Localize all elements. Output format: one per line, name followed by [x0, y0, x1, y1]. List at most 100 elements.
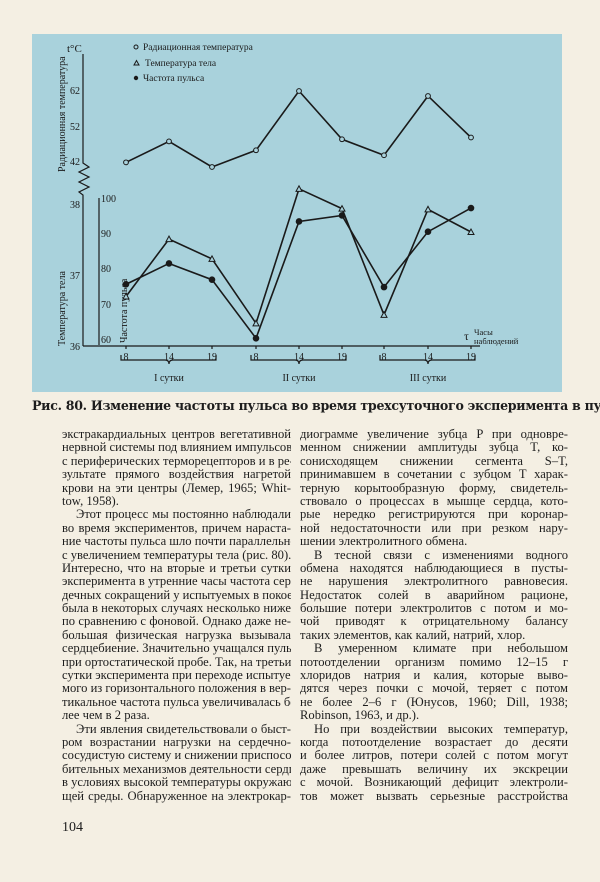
text-line: щей среды. Обнаруженное на электрокар-: [62, 789, 291, 803]
pulse-tick-90: 90: [101, 229, 111, 240]
text-line: даже превышать величину их экскреции: [300, 762, 568, 776]
text-line: по сравнению с фоновой. Однако даже не-: [62, 615, 291, 629]
text-line: tow, 1958).: [62, 494, 119, 508]
rad-tick-42: 42: [70, 157, 80, 168]
text-line: крови на эти центры (Лемер, 1965; Whit-: [62, 481, 291, 495]
text-line: сосудистую систему и снижении приспосо-: [62, 749, 291, 763]
text-line: с периферических терморецепторов и в ре-: [62, 454, 291, 468]
data-point-open-triangle: [165, 235, 173, 243]
text-line: потоотделении организм помимо 12–15 г: [300, 655, 568, 669]
legend-body-temp: Температура тела: [145, 59, 217, 69]
page-number: 104: [62, 820, 83, 835]
text-line: Недостаток солей в аварийном рационе,: [300, 588, 568, 602]
text-line: лее чем в 2 раза.: [62, 709, 150, 723]
radiation-temp-axis: [77, 54, 91, 346]
text-line: бительных механизмов деятельности сердца: [62, 762, 291, 776]
body-tick-37: 37: [70, 271, 80, 282]
series-line-0: [125, 89, 472, 168]
text-line: диограмме увеличение зубца P при одновре…: [300, 428, 568, 441]
text-line: с мочой. Возникающий дефицит электроли-: [300, 776, 568, 790]
x-tick-label: 8: [382, 352, 387, 363]
pulse-tick-60: 60: [101, 335, 111, 346]
text-line: нервной системы под влиянием импульсов: [62, 441, 291, 455]
data-point-filled-circle: [252, 334, 260, 342]
text-line: сонисходящем снижении сегмента S–T,: [300, 454, 568, 468]
text-line: большая физическая нагрузка вызывала: [62, 628, 291, 642]
series-line-1: [125, 187, 472, 326]
text-line: таких элементов, как калий, натрий, хлор…: [300, 628, 526, 642]
day-bracket-2: [250, 355, 347, 365]
text-line: при ортостатической пробе. Так, на треть…: [62, 655, 291, 669]
text-line: ние частоты пульса шло почти параллельно: [62, 535, 291, 549]
text-line: ной недостаточности или при резком нару-: [300, 521, 568, 535]
data-point-filled-circle: [380, 283, 388, 291]
text-line: чой приводят к отрицательному балансу: [300, 615, 568, 629]
x-tick-label: 19: [466, 352, 476, 363]
x-axis-label-line1: Часы: [474, 327, 493, 337]
text-line: ствовало о процессах в мышце сердца, кот…: [300, 494, 568, 508]
data-point-filled-circle: [165, 260, 173, 267]
data-point-open-circle: [296, 88, 302, 94]
data-point-open-triangle: [467, 227, 475, 236]
day-bracket-3: [379, 355, 476, 365]
data-point-filled-circle: [122, 280, 130, 288]
text-line: терную корытообразную форму, свидетель-: [300, 481, 568, 495]
text-line: с увеличением температуры тела (рис. 80)…: [62, 548, 291, 562]
text-line: тов может вызвать серьезные расстройства: [300, 789, 568, 803]
data-point-open-triangle: [380, 310, 388, 318]
text-column-left: экстракардиальных центров вегетативной не…: [62, 428, 291, 803]
data-point-open-triangle: [252, 319, 260, 327]
data-point-filled-circle: [295, 218, 303, 225]
data-point-open-triangle: [122, 292, 130, 300]
text-line: зультате прямого воздействия нагретой: [62, 468, 291, 482]
data-point-filled-circle: [338, 212, 346, 219]
data-point-open-triangle: [338, 204, 346, 212]
series-line-2: [125, 207, 472, 340]
radiation-axis-label: Радиационная температура: [57, 56, 68, 172]
data-point-open-circle: [166, 138, 172, 145]
text-line: обмена находятся наблюдающиеся в пусты-: [300, 561, 568, 575]
text-line: эксперимента в утренние часы частота сер…: [62, 575, 291, 589]
text-column-right: диограмме увеличение зубца P при одновре…: [300, 428, 568, 803]
data-point-open-circle: [381, 152, 387, 159]
text-line: Эти явления свидетельствовали о быст-: [76, 722, 291, 736]
pulse-tick-100: 100: [101, 194, 116, 205]
data-point-open-circle: [123, 159, 129, 166]
x-tick-label: 8: [254, 352, 259, 363]
text-line: сутки эксперимента при переходе испытуе-: [62, 669, 291, 683]
data-point-open-circle: [425, 93, 431, 99]
text-line: Этот процесс мы постоянно наблюдали: [76, 508, 291, 522]
x-tick-label: 14: [294, 352, 304, 363]
text-line: не нарушения электролитного равновесия.: [300, 575, 568, 589]
legend-radiation: Радиационная температура: [143, 43, 254, 53]
data-point-open-circle: [209, 164, 215, 170]
data-point-open-triangle: [295, 184, 303, 192]
text-line: Но при воздействии высоких температур,: [314, 722, 568, 736]
text-line: Robinson, 1963, и др.).: [300, 709, 420, 723]
text-line: большие потери электролитов с потом и мо…: [300, 602, 568, 616]
text-line: тикальное частота пульса увеличивалась б…: [62, 695, 291, 709]
day-label-1: I сутки: [154, 373, 184, 384]
text-line: Интересно, что на вторые и третьи сутки: [62, 561, 291, 575]
text-line: рые нередко регистрируются при коронар-: [300, 508, 568, 522]
data-point-filled-circle: [208, 276, 216, 283]
x-tick-label: 19: [337, 352, 347, 363]
data-point-open-circle: [253, 147, 259, 154]
text-line: В тесной связи с изменениями водного: [314, 548, 568, 562]
legend-pulse: Частота пульса: [143, 74, 205, 84]
data-point-open-triangle: [424, 205, 432, 213]
day-label-3: III сутки: [410, 373, 447, 384]
x-ticks: [125, 346, 472, 349]
data-point-filled-circle: [467, 204, 475, 212]
day-label-2: II сутки: [282, 373, 316, 384]
pulse-tick-70: 70: [101, 300, 111, 311]
text-line: шении электролитного обмена.: [300, 535, 468, 549]
text-line: ром возрастании нагрузки на сердечно-: [62, 735, 291, 749]
x-tick-label: 8: [124, 352, 129, 363]
pulse-tick-80: 80: [101, 264, 111, 275]
day-bracket-1: [120, 355, 217, 365]
text-line: В умеренном климате при небольшом: [314, 642, 568, 656]
x-tick-label: 19: [207, 352, 217, 363]
